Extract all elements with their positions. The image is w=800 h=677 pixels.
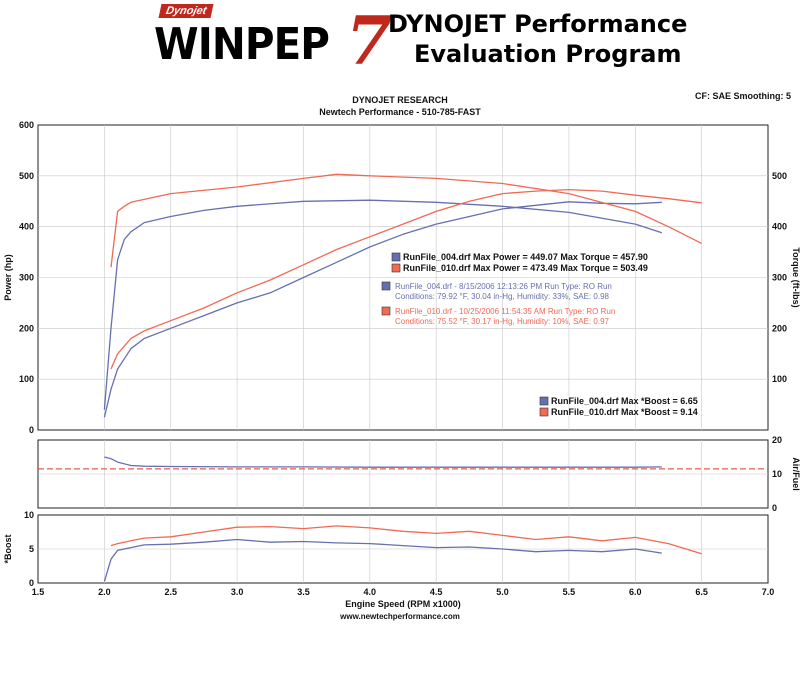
power-tick-label: 600 [19, 120, 34, 130]
power-tick-label: 500 [19, 171, 34, 181]
run010-boost-line [110, 525, 702, 555]
boost-legend-swatch [539, 407, 549, 417]
torque-tick-label: 400 [772, 222, 787, 232]
afr-tick-label: 0 [772, 503, 777, 513]
rpm-tick-label: 6.0 [629, 587, 642, 597]
boost-axis-label: *Boost [3, 534, 13, 563]
rpm-tick-label: 4.5 [430, 587, 443, 597]
rpm-tick-label: 4.0 [364, 587, 377, 597]
series-layer [38, 173, 768, 582]
run010-power-line [110, 188, 702, 370]
afr-axis-label: Air/Fuel [791, 457, 800, 491]
run-conditions-line: Conditions: 75.52 °F, 30.17 in-Hg, Humid… [395, 317, 610, 326]
power-tick-label: 400 [19, 222, 34, 232]
rpm-tick-label: 5.0 [496, 587, 509, 597]
run-info-line: RunFile_004.drf - 8/15/2006 12:13:26 PM … [395, 282, 612, 291]
axis-layer: 0100200300400500600100200300400500Power … [3, 120, 800, 609]
run-info-swatch [381, 281, 391, 291]
power-tick-label: 0 [29, 425, 34, 435]
program-title: DYNOJET Performance [388, 10, 688, 38]
rpm-tick-label: 6.5 [695, 587, 708, 597]
power-tick-label: 300 [19, 273, 34, 283]
boost-legend-text: RunFile_004.drf Max *Boost = 6.65 [551, 396, 698, 406]
afr-grid [37, 439, 769, 509]
run004-boost-line [103, 538, 662, 582]
rpm-tick-label: 7.0 [762, 587, 775, 597]
program-subtitle: Evaluation Program [414, 40, 682, 68]
boost-tick-label: 10 [24, 510, 34, 520]
legend-swatch [391, 263, 401, 273]
legend-max-values: RunFile_010.drf Max Power = 473.49 Max T… [403, 263, 648, 273]
report-title: DYNOJET RESEARCH [352, 95, 448, 105]
power-grid [37, 124, 769, 431]
run-info-swatch [381, 306, 391, 316]
rpm-tick-label: 2.0 [98, 587, 111, 597]
footer-url: www.newtechperformance.com [340, 612, 460, 621]
legend-max-values: RunFile_004.drf Max Power = 449.07 Max T… [403, 252, 648, 262]
torque-tick-label: 200 [772, 323, 787, 333]
run010-torque-line [110, 173, 702, 268]
torque-tick-label: 300 [772, 273, 787, 283]
shop-line: Newtech Performance - 510-785-FAST [319, 107, 481, 117]
torque-tick-label: 100 [772, 374, 787, 384]
boost-legend-swatch [539, 396, 549, 406]
boost-grid [37, 514, 769, 584]
boost-tick-label: 0 [29, 578, 34, 588]
legend-layer: RunFile_004.drf Max Power = 449.07 Max T… [381, 252, 698, 417]
rpm-tick-label: 2.5 [164, 587, 177, 597]
rpm-axis-label: Engine Speed (RPM x1000) [345, 599, 461, 609]
run004-power-line [103, 201, 662, 418]
power-axis-label: Power (hp) [3, 254, 13, 301]
legend-swatch [391, 252, 401, 262]
run-conditions-line: Conditions: 79.92 °F, 30.04 in-Hg, Humid… [395, 292, 610, 301]
afr-tick-label: 10 [772, 469, 782, 479]
run-info-line: RunFile_010.drf - 10/25/2006 11:54:35 AM… [395, 307, 615, 316]
logo-seven: 7 [346, 2, 392, 80]
correction-factor-label: CF: SAE Smoothing: 5 [695, 91, 791, 101]
run004-afr-line [104, 456, 662, 468]
run004-torque-line [103, 199, 663, 410]
torque-tick-label: 500 [772, 171, 787, 181]
rpm-tick-label: 3.5 [297, 587, 310, 597]
boost-legend-text: RunFile_010.drf Max *Boost = 9.14 [551, 407, 698, 417]
power-tick-label: 200 [19, 323, 34, 333]
rpm-tick-label: 5.5 [563, 587, 576, 597]
rpm-tick-label: 1.5 [32, 587, 45, 597]
boost-tick-label: 5 [29, 544, 34, 554]
rpm-tick-label: 3.0 [231, 587, 244, 597]
afr-tick-label: 20 [772, 435, 782, 445]
logo-word: WINPEP [154, 19, 330, 70]
torque-axis-label: Torque (ft-lbs) [791, 247, 800, 307]
power-tick-label: 100 [19, 374, 34, 384]
winpep-logo: Dynojet WINPEP 7 [150, 4, 392, 76]
